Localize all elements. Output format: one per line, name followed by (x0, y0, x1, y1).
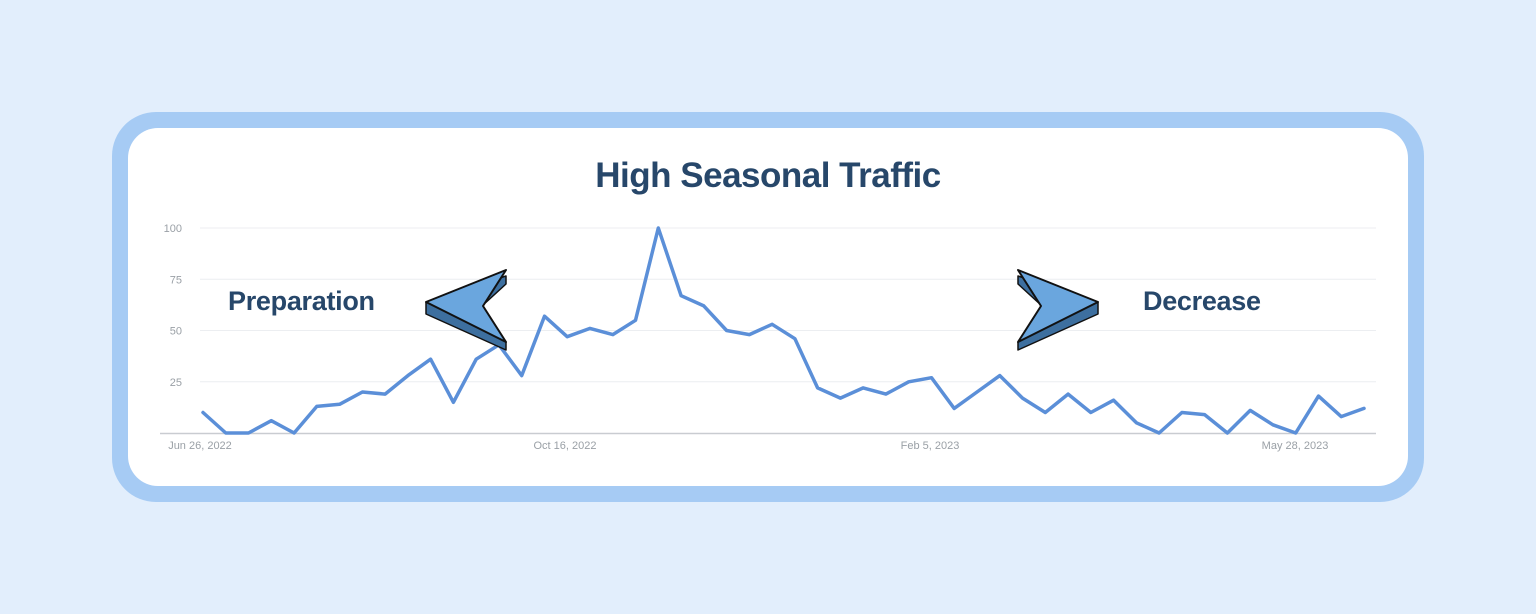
y-tick-label: 25 (170, 377, 182, 389)
y-tick-label: 50 (170, 326, 182, 338)
series-line (201, 226, 1366, 435)
x-tick-label: Jun 26, 2022 (168, 440, 232, 452)
x-tick-label: May 28, 2023 (1262, 440, 1329, 452)
annotation-preparation: Preparation (228, 286, 375, 316)
left-arrow-icon (425, 269, 507, 351)
y-tick-label: 100 (164, 223, 182, 235)
x-tick-label: Feb 5, 2023 (901, 440, 960, 452)
chart-frame: 100 75 50 25 Jun 26, 2022 Oct 16, 2022 Feb 5,… (112, 112, 1424, 502)
chart-card: 100 75 50 25 Jun 26, 2022 Oct 16, 2022 Feb 5,… (128, 128, 1408, 486)
annotation-decrease: Decrease (1143, 286, 1261, 316)
x-tick-label: Oct 16, 2022 (534, 440, 597, 452)
chart-title: High Seasonal Traffic (595, 156, 941, 195)
line-chart: 100 75 50 25 Jun 26, 2022 Oct 16, 2022 Feb 5,… (160, 223, 1376, 452)
y-tick-label: 75 (170, 274, 182, 286)
right-arrow-icon (1017, 269, 1099, 351)
